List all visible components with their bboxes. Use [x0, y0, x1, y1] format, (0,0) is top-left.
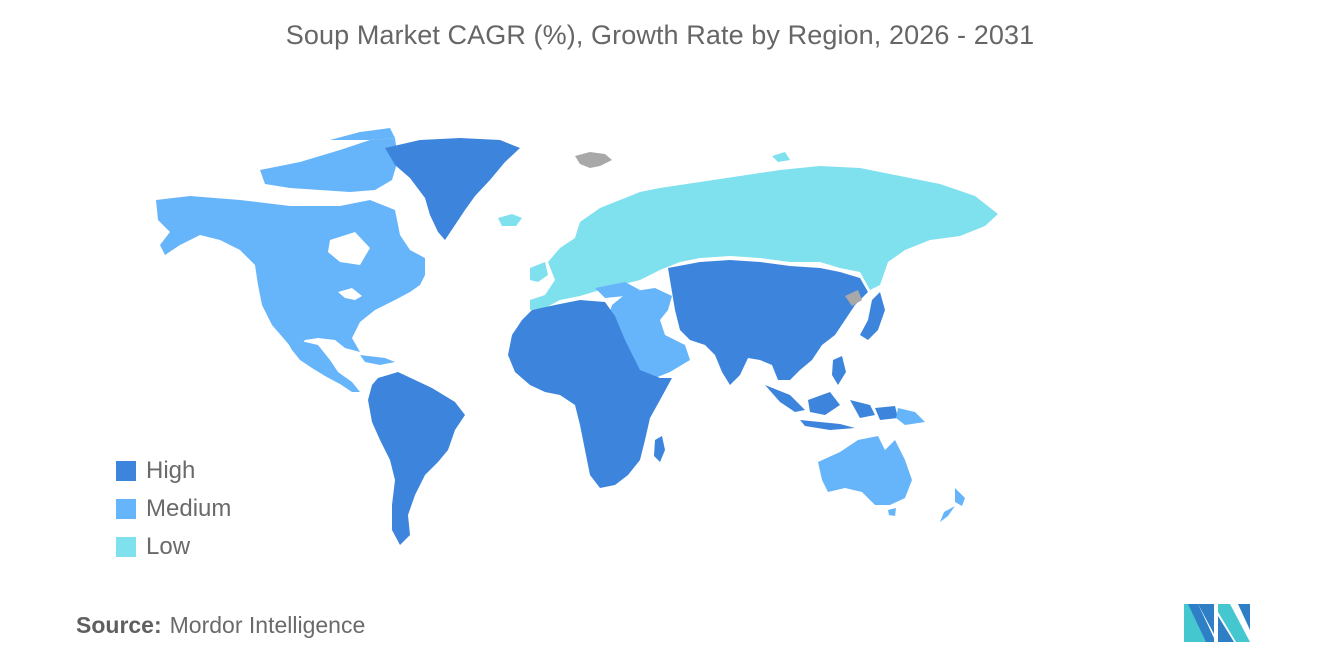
region-north-korea — [845, 290, 862, 306]
region-south-america — [368, 372, 465, 545]
legend-swatch-low — [116, 537, 136, 557]
mordor-intelligence-logo-icon — [1184, 604, 1250, 642]
source-value: Mordor Intelligence — [169, 612, 366, 638]
region-oceania — [818, 436, 965, 522]
legend-label: Low — [146, 533, 191, 560]
legend-item-medium: Medium — [116, 490, 231, 528]
region-svalbard — [575, 152, 612, 168]
legend-item-low: Low — [116, 528, 231, 566]
legend-item-high: High — [116, 452, 231, 490]
legend-label: Medium — [146, 495, 232, 522]
region-africa — [508, 300, 672, 488]
legend-swatch-high — [116, 461, 136, 481]
legend: High Medium Low — [116, 452, 231, 566]
legend-swatch-medium — [116, 499, 136, 519]
region-greenland — [385, 138, 520, 240]
region-asia-high — [668, 260, 868, 385]
legend-label: High — [146, 457, 196, 484]
region-europe-russia — [530, 152, 998, 310]
chart-title: Soup Market CAGR (%), Growth Rate by Reg… — [285, 20, 1035, 50]
source-label: Source: — [76, 612, 162, 638]
region-north-america — [156, 128, 425, 392]
source-attribution: Source: Mordor Intelligence — [76, 612, 365, 639]
